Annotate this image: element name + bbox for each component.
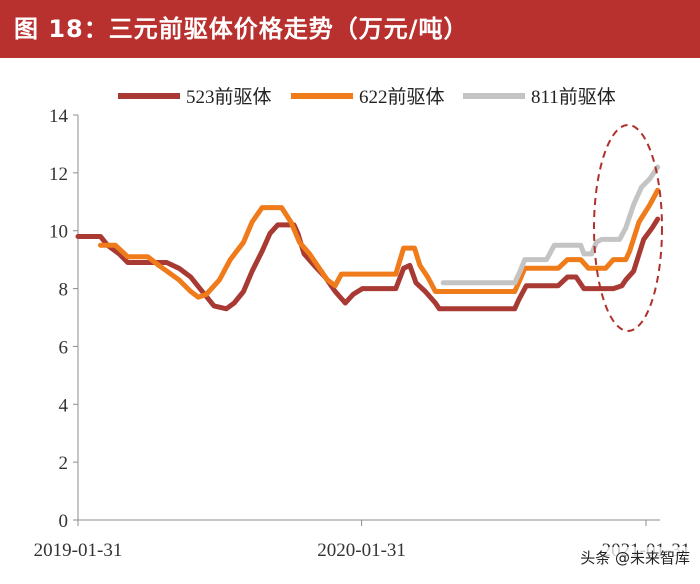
legend-label-523前驱体: 523前驱体: [186, 86, 272, 108]
series-lines: [78, 167, 658, 309]
legend: 523前驱体 622前驱体 811前驱体: [118, 86, 616, 108]
figure-title: 图 18：三元前驱体价格走势（万元/吨）: [14, 0, 469, 58]
watermark-text: 头条 @未来智库: [578, 547, 692, 568]
axes: 024681012142019-01-312020-01-312021-01-3…: [34, 106, 691, 561]
series-line-523前驱体: [78, 219, 658, 309]
series-line-811前驱体: [443, 167, 658, 283]
x-tick-label: 2020-01-31: [317, 540, 406, 561]
price-line-chart: 024681012142019-01-312020-01-312021-01-3…: [0, 58, 700, 580]
legend-label-811前驱体: 811前驱体: [531, 86, 616, 108]
legend-label-622前驱体: 622前驱体: [359, 86, 445, 108]
header-banner: 图 18：三元前驱体价格走势（万元/吨）: [0, 0, 700, 58]
y-tick-label: 2: [59, 453, 69, 474]
y-tick-label: 10: [49, 222, 68, 243]
y-tick-label: 12: [49, 164, 68, 185]
y-tick-label: 14: [49, 106, 69, 127]
y-tick-label: 8: [59, 280, 69, 301]
x-tick-label: 2019-01-31: [34, 540, 123, 561]
y-tick-label: 0: [59, 511, 69, 532]
y-tick-label: 6: [59, 337, 69, 358]
chart-area: 024681012142019-01-312020-01-312021-01-3…: [0, 58, 700, 580]
y-tick-label: 4: [59, 395, 69, 416]
